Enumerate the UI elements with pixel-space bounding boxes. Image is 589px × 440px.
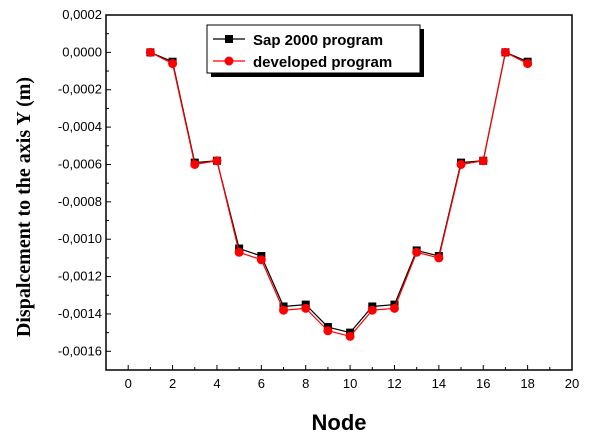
x-tick-label: 16 <box>476 376 490 391</box>
legend-marker-developed <box>224 56 234 66</box>
y-tick-label: -0,0016 <box>58 343 102 358</box>
x-tick-label: 8 <box>302 376 309 391</box>
x-tick-label: 0 <box>125 376 132 391</box>
x-tick-label: 14 <box>432 376 446 391</box>
series-layer <box>145 47 533 341</box>
legend-label-developed: developed program <box>253 54 392 71</box>
data-point-developed <box>478 156 488 166</box>
data-point-developed <box>523 59 533 69</box>
x-tick-label: 10 <box>343 376 357 391</box>
data-point-developed <box>279 305 289 315</box>
y-tick-label: -0,0002 <box>58 82 102 97</box>
y-axis-ticks: 0,0002 0,0000 -0,0002 -0,0004 -0,0006 -0,0008… <box>58 7 111 358</box>
data-point-developed <box>323 326 333 336</box>
legend: Sap 2000 program developed program <box>206 24 424 77</box>
legend-marker-sap <box>225 35 233 43</box>
data-point-developed <box>145 47 155 57</box>
y-tick-label: -0,0014 <box>58 306 102 321</box>
x-tick-label: 18 <box>520 376 534 391</box>
data-point-developed <box>168 59 178 69</box>
y-tick-label: -0,0006 <box>58 156 102 171</box>
data-point-developed <box>434 253 444 263</box>
y-tick-label: -0,0004 <box>58 119 102 134</box>
y-axis-title: Dispalcement to the axis Y (m) <box>13 77 35 337</box>
x-tick-label: 6 <box>258 376 265 391</box>
x-tick-label: 20 <box>565 376 579 391</box>
legend-box <box>206 24 421 74</box>
series-line-1 <box>150 51 528 334</box>
y-tick-label: -0,0010 <box>58 231 102 246</box>
y-tick-label: -0,0012 <box>58 269 102 284</box>
data-point-developed <box>212 156 222 166</box>
data-point-developed <box>190 159 200 169</box>
data-point-developed <box>389 303 399 313</box>
data-point-developed <box>234 247 244 257</box>
plot-frame <box>105 14 573 371</box>
data-point-developed <box>256 255 266 265</box>
x-axis-title: Node <box>312 410 367 435</box>
y-tick-label: -0,0008 <box>58 194 102 209</box>
data-point-developed <box>500 47 510 57</box>
x-tick-label: 4 <box>213 376 220 391</box>
data-point-developed <box>412 247 422 257</box>
x-tick-label: 12 <box>387 376 401 391</box>
legend-label-sap: Sap 2000 program <box>253 32 383 49</box>
data-point-developed <box>367 305 377 315</box>
x-axis-ticks: 0 2 4 6 8 10 12 14 16 18 20 <box>105 365 579 391</box>
data-point-developed <box>301 303 311 313</box>
x-tick-label: 2 <box>169 376 176 391</box>
y-tick-label: 0,0002 <box>62 7 102 22</box>
series-line-2 <box>150 51 528 338</box>
data-point-developed <box>456 159 466 169</box>
data-point-developed <box>345 331 355 341</box>
y-tick-label: 0,0000 <box>62 44 102 59</box>
